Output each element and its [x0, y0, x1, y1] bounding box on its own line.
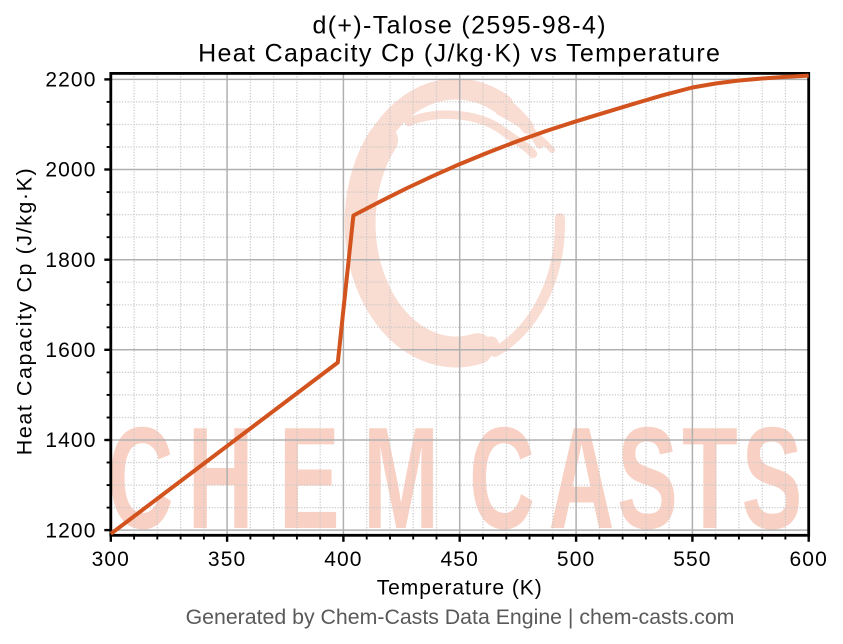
svg-text:C: C	[469, 396, 535, 559]
svg-text:600: 600	[790, 548, 828, 571]
svg-text:1400: 1400	[45, 429, 96, 452]
svg-text:d(+)-Talose (2595-98-4): d(+)-Talose (2595-98-4)	[313, 12, 607, 40]
svg-text:1600: 1600	[45, 339, 96, 362]
svg-text:M: M	[363, 396, 439, 559]
svg-text:H: H	[188, 396, 254, 559]
svg-text:S: S	[617, 396, 678, 559]
svg-text:E: E	[279, 396, 340, 559]
svg-text:Generated by Chem-Casts Data E: Generated by Chem-Casts Data Engine | ch…	[186, 605, 735, 629]
svg-text:2000: 2000	[45, 159, 96, 182]
svg-text:350: 350	[208, 548, 246, 571]
svg-text:300: 300	[92, 548, 130, 571]
svg-text:1200: 1200	[45, 519, 96, 542]
svg-text:C: C	[108, 396, 174, 559]
svg-text:550: 550	[673, 548, 711, 571]
svg-text:400: 400	[324, 548, 362, 571]
svg-text:1800: 1800	[45, 249, 96, 272]
svg-text:Heat Capacity Cp (J/kg·K) vs T: Heat Capacity Cp (J/kg·K) vs Temperature	[198, 39, 721, 67]
svg-text:T: T	[682, 396, 738, 559]
svg-text:2200: 2200	[45, 69, 96, 92]
svg-text:A: A	[549, 396, 615, 559]
svg-text:450: 450	[441, 548, 479, 571]
svg-text:500: 500	[557, 548, 595, 571]
svg-text:S: S	[742, 396, 803, 559]
svg-text:Heat Capacity Cp (J/kg·K): Heat Capacity Cp (J/kg·K)	[13, 167, 37, 455]
svg-text:Temperature (K): Temperature (K)	[377, 577, 543, 600]
